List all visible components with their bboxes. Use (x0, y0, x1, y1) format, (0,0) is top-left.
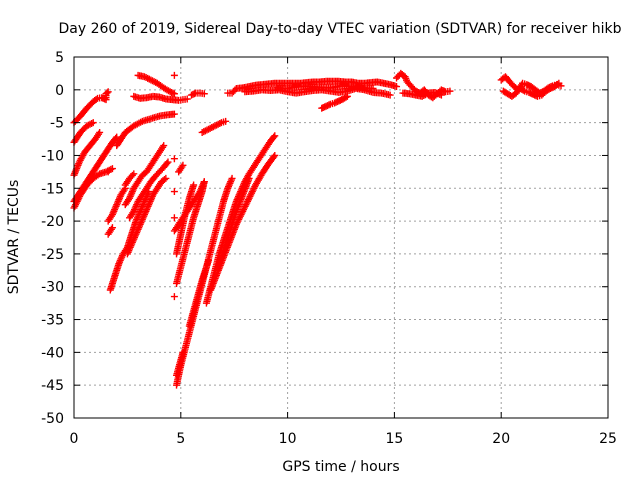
data-point (162, 174, 170, 182)
data-point (104, 168, 112, 176)
data-point (245, 174, 253, 182)
y-tick-label: -15 (41, 181, 64, 197)
data-point (205, 256, 213, 264)
data-point (179, 161, 187, 169)
data-point (343, 92, 351, 100)
data-point (437, 91, 445, 99)
data-point (170, 188, 178, 196)
data-point (423, 90, 431, 98)
data-point (183, 95, 191, 103)
y-tick-label: -10 (41, 148, 64, 164)
data-point (164, 158, 172, 166)
data-point (200, 178, 208, 186)
data-point (160, 176, 168, 184)
data-point (170, 214, 178, 222)
y-tick-label: -35 (41, 313, 64, 329)
data-point (108, 165, 116, 173)
data-point (179, 348, 187, 356)
x-tick-label: 5 (176, 431, 185, 447)
data-point (92, 95, 100, 103)
data-point (96, 128, 104, 136)
data-point (270, 153, 278, 161)
data-point (200, 90, 208, 98)
x-tick-label: 0 (70, 431, 79, 447)
data-point (270, 133, 278, 141)
data-point (386, 91, 394, 99)
data-point (170, 110, 178, 118)
data-point (222, 117, 230, 125)
x-tick-label: 15 (385, 431, 403, 447)
chart-title: Day 260 of 2019, Sidereal Day-to-day VTE… (59, 21, 622, 37)
y-tick-label: -30 (41, 280, 64, 296)
data-point (271, 132, 279, 140)
data-point (170, 71, 178, 79)
y-tick-label: 0 (55, 83, 64, 99)
y-tick-label: -45 (41, 378, 64, 394)
data-point (163, 159, 171, 167)
data-point (104, 88, 112, 96)
data-point (170, 90, 178, 98)
data-points (70, 69, 565, 389)
data-point (216, 119, 224, 127)
x-tick-label: 25 (599, 431, 617, 447)
data-point (555, 79, 563, 87)
data-point (88, 119, 96, 127)
y-tick-label: -20 (41, 214, 64, 230)
y-tick-label: -40 (41, 345, 64, 361)
data-point (228, 174, 236, 182)
y-tick-label: -50 (41, 411, 64, 427)
axis-ticks: 0 5 10 15 20 25 5 0 -5 -10 -15 -20 -25 -30 -35 -40 -45 -5… (41, 50, 617, 447)
data-point (190, 181, 198, 189)
data-point (89, 119, 97, 127)
x-tick-label: 10 (279, 431, 297, 447)
data-point (130, 170, 138, 178)
data-point (369, 85, 377, 93)
x-axis-label: GPS time / hours (282, 459, 399, 475)
y-tick-label: -5 (50, 116, 64, 132)
y-tick-label: 5 (55, 50, 64, 66)
data-point (446, 87, 454, 95)
data-point (108, 224, 116, 232)
y-axis-label: SDTVAR / TECUs (6, 180, 22, 295)
data-point (160, 142, 168, 150)
x-tick-label: 20 (492, 431, 510, 447)
plot-frame (73, 56, 609, 419)
y-tick-label: -25 (41, 247, 64, 263)
data-point (170, 293, 178, 301)
data-point (342, 93, 350, 101)
data-point (271, 151, 279, 159)
data-point (103, 89, 111, 97)
data-point (128, 171, 136, 179)
data-point (170, 155, 178, 163)
grid-lines (74, 57, 608, 418)
data-point (393, 83, 401, 91)
data-point (553, 80, 561, 88)
data-point (519, 86, 527, 94)
